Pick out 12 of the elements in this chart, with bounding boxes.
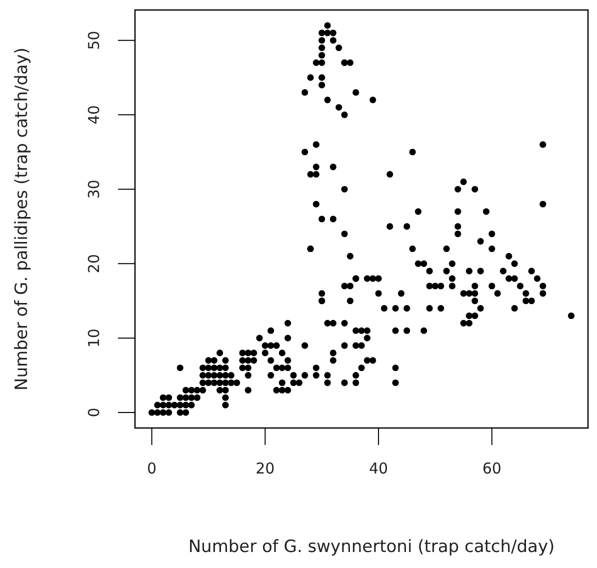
y-axis-title: Number of G. pallidipes (trap catch/day): [12, 48, 32, 390]
y-tick-label: 40: [85, 105, 103, 124]
y-tick-label: 0: [85, 408, 103, 418]
y-tick-label: 50: [85, 30, 103, 50]
x-tick-label: 40: [368, 460, 388, 478]
y-tick-label: 20: [85, 254, 103, 274]
x-tick-label: 60: [482, 460, 502, 478]
y-tick-label: 30: [85, 180, 103, 199]
x-axis-title: Number of G. swynnertoni (trap catch/day): [188, 537, 555, 557]
x-tick-label: 20: [256, 460, 275, 478]
y-tick-label: 10: [85, 328, 103, 348]
x-tick-label: 0: [147, 460, 157, 478]
